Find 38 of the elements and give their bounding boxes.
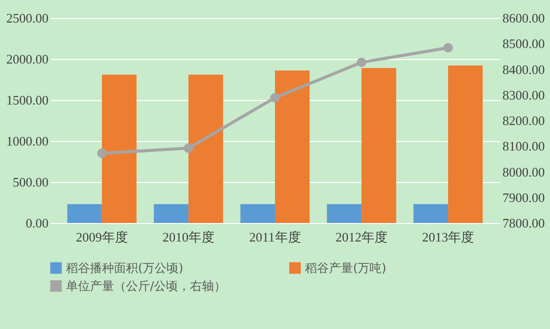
point: [97, 148, 107, 158]
bar: [326, 204, 362, 223]
y-tick-label: 2000.00: [6, 52, 48, 66]
bar: [102, 74, 137, 223]
bar: [240, 204, 275, 223]
legend-label: 稻谷播种面积(万公顷): [66, 261, 184, 275]
bar: [67, 204, 102, 223]
bar: [275, 70, 310, 223]
y-tick-label: 1000.00: [6, 134, 48, 148]
point: [443, 42, 453, 52]
y-tick-label: 1500.00: [6, 92, 48, 108]
y2-tick-label: 8400.00: [502, 62, 545, 77]
y-tick-label: 0.00: [26, 216, 48, 230]
bar: [448, 66, 483, 223]
bar: [188, 74, 224, 223]
bar: [413, 204, 448, 223]
point: [184, 143, 194, 153]
point: [270, 92, 280, 102]
y2-tick-label: 8200.00: [502, 113, 545, 128]
legend-label: 稻谷产量(万吨): [305, 261, 386, 275]
y2-tick-label: 7800.00: [502, 216, 545, 230]
x-tick-label: 2011年度: [249, 230, 301, 244]
point: [356, 58, 366, 68]
y-tick-label: 2500.00: [6, 10, 48, 26]
x-tick-label: 2010年度: [162, 230, 214, 244]
x-tick-label: 2012年度: [336, 230, 388, 244]
x-tick-label: 2013年度: [422, 230, 474, 244]
y2-tick-label: 7900.00: [502, 190, 545, 205]
y2-tick-label: 8000.00: [502, 164, 545, 180]
y2-tick-label: 8100.00: [502, 138, 545, 154]
y-tick-label: 500.00: [12, 174, 48, 190]
y2-tick-label: 8300.00: [502, 87, 545, 102]
bar: [154, 204, 188, 223]
y2-tick-label: 8500.00: [502, 36, 545, 52]
legend-label: 单位产量（公斤/公顷，右轴）: [66, 279, 226, 293]
x-tick-label: 2009年度: [76, 230, 128, 244]
bar: [362, 68, 396, 223]
y2-tick-label: 8600.00: [502, 10, 545, 26]
